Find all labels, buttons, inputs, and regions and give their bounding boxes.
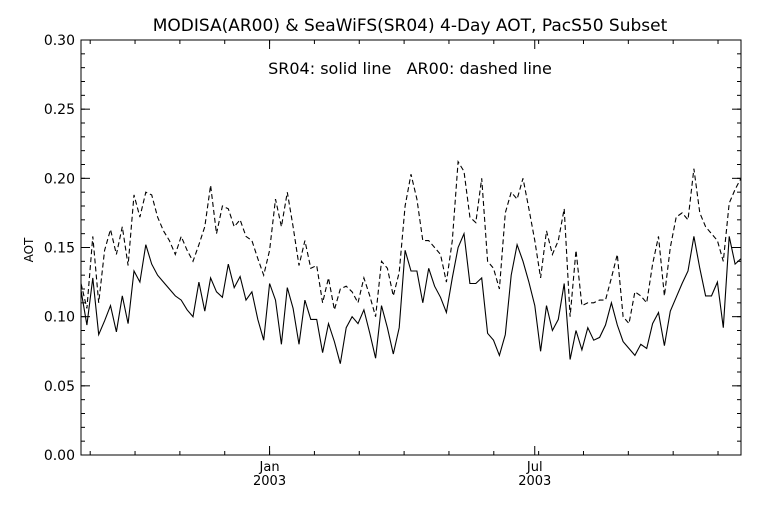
series-line-sr04	[80, 231, 742, 364]
plot-frame	[80, 39, 742, 456]
series-line-ar00	[80, 159, 742, 325]
y-axis: 0.00 0.05 0.10 0.15 0.20 0.25 0.30	[44, 33, 741, 464]
x-tick-month: Jan	[259, 460, 280, 475]
y-tick-label: 0.15	[44, 241, 75, 257]
y-tick-label: 0.30	[44, 33, 75, 49]
y-tick-label: 0.10	[44, 310, 75, 326]
chart-title: MODISA(AR00) & SeaWiFS(SR04) 4-Day AOT, …	[153, 16, 668, 36]
x-axis: Jan2003Jul2003Jan2004Jul2004	[89, 40, 719, 489]
legend-annotation: SR04: solid line AR00: dashed line	[268, 59, 552, 78]
y-tick-label: 0.20	[44, 171, 75, 187]
series-layer	[80, 159, 742, 364]
y-tick-label: 0.05	[44, 379, 75, 395]
x-tick-month: Jul	[526, 460, 543, 475]
x-tick-year: 2003	[518, 474, 551, 489]
y-axis-label: AOT	[22, 237, 36, 262]
x-tick-year: 2003	[253, 474, 286, 489]
y-tick-label: 0.00	[44, 448, 75, 464]
y-tick-label: 0.25	[44, 102, 75, 118]
